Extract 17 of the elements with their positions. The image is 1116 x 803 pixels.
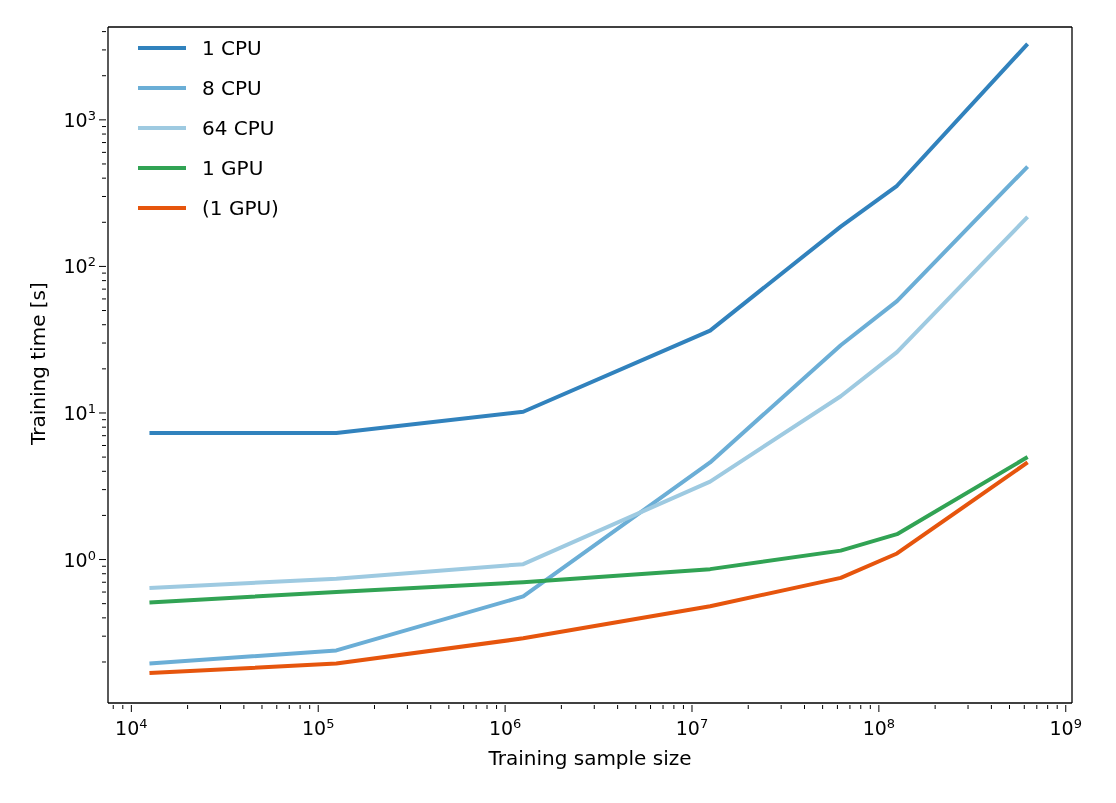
x-tick-label: 10$^{6}$ — [488, 715, 522, 739]
legend-label: (1 GPU) — [202, 195, 279, 222]
x-tick-label: 10$^{7}$ — [675, 715, 709, 739]
y-tick-label: 10$^{0}$ — [63, 547, 96, 571]
x-tick-label: 10$^{8}$ — [862, 715, 896, 739]
y-tick-label: 10$^{1}$ — [63, 400, 96, 424]
y-tick-label: 10$^{3}$ — [63, 107, 96, 131]
x-tick-label: 10$^{4}$ — [115, 715, 148, 739]
x-tick-label: 10$^{9}$ — [1049, 715, 1082, 739]
y-axis-title: Training time [s] — [26, 282, 51, 446]
y-tick-label: 10$^{2}$ — [63, 253, 96, 278]
legend-label: 1 CPU — [202, 35, 262, 62]
x-axis-title: Training sample size — [487, 746, 692, 770]
legend-label: 64 CPU — [202, 115, 275, 142]
legend-label: 8 CPU — [202, 75, 262, 102]
legend-label: 1 GPU — [202, 155, 264, 182]
x-tick-label: 10$^{5}$ — [302, 715, 335, 739]
